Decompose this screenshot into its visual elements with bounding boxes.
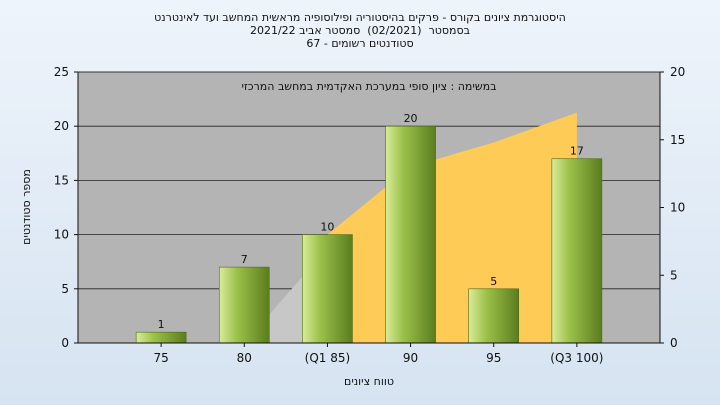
y-tick-label-3: 15 bbox=[54, 173, 69, 187]
data-label-(Q1 85): 10 bbox=[320, 221, 334, 234]
y2-tick-label-0: 0 bbox=[670, 336, 678, 350]
x-tick-label-1: 80 bbox=[237, 351, 252, 365]
chart-title-line-2: בסמסטר (02/2021) סמסטר אביב 2021/22 bbox=[249, 24, 471, 37]
x-tick-label-3: 90 bbox=[403, 351, 418, 365]
y-tick-label-2: 10 bbox=[54, 228, 69, 242]
data-label-(Q3 100): 17 bbox=[570, 145, 584, 158]
bar-90 bbox=[385, 125, 436, 344]
y-tick-label-0: 0 bbox=[61, 336, 69, 350]
x-tick-label-5: (Q3 100) bbox=[550, 351, 603, 365]
bar-95 bbox=[468, 288, 520, 344]
y2-tick-label-4: 20 bbox=[670, 65, 685, 79]
x-tick-label-0: 75 bbox=[154, 351, 169, 365]
chart-title-line-3: סטודנטים רשומים - 67 bbox=[306, 37, 414, 50]
bar-(Q1 85) bbox=[302, 234, 353, 344]
data-label-75: 1 bbox=[158, 318, 165, 331]
x-tick-label-4: 95 bbox=[486, 351, 501, 365]
chart-title-line-1: היסטוגרמת ציונים בקורס - פרקים בהיסטוריה… bbox=[154, 11, 566, 24]
y-tick-label-5: 25 bbox=[54, 65, 69, 79]
x-tick-label-2: (Q1 85) bbox=[305, 351, 351, 365]
chart-annotation: במשימה : ציון סופי במערכת האקדמית במחשב … bbox=[242, 80, 497, 93]
y2-tick-label-1: 5 bbox=[670, 268, 678, 282]
data-label-90: 20 bbox=[404, 112, 418, 125]
y-axis-label: מספר סטודנטים bbox=[20, 169, 33, 245]
bar-80 bbox=[218, 266, 270, 344]
y-tick-label-1: 5 bbox=[61, 282, 69, 296]
bar-(Q3 100) bbox=[551, 158, 603, 344]
y-tick-label-4: 20 bbox=[54, 119, 69, 133]
bar-75 bbox=[135, 331, 187, 344]
y2-tick-label-2: 10 bbox=[670, 201, 685, 215]
data-label-80: 7 bbox=[241, 253, 248, 266]
data-label-95: 5 bbox=[490, 275, 497, 288]
chart-title: היסטוגרמת ציונים בקורס - פרקים בהיסטוריה… bbox=[0, 11, 720, 50]
y2-tick-label-3: 15 bbox=[670, 133, 685, 147]
x-axis-label: טווח ציונים bbox=[344, 375, 394, 388]
